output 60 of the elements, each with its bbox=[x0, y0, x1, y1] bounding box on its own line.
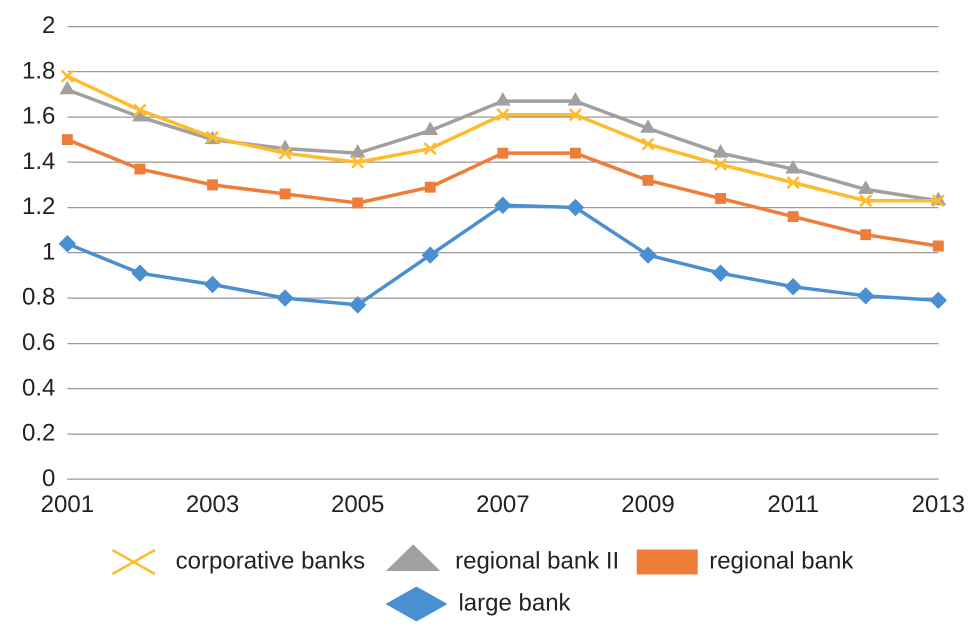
y-tick-label: 1.2 bbox=[22, 193, 56, 220]
x-tick-label: 2005 bbox=[330, 491, 384, 518]
point bbox=[786, 176, 800, 190]
point bbox=[639, 246, 656, 264]
point bbox=[207, 179, 218, 190]
x-tick-label: 2007 bbox=[476, 491, 530, 518]
y-tick-label: 0.2 bbox=[22, 420, 56, 447]
point bbox=[60, 69, 74, 84]
point bbox=[494, 196, 512, 214]
point bbox=[784, 278, 802, 296]
y-tick-label: 0 bbox=[42, 464, 56, 492]
point bbox=[350, 155, 365, 170]
point bbox=[642, 174, 654, 186]
y-tick-label: 0.6 bbox=[22, 328, 56, 356]
point bbox=[349, 296, 366, 314]
y-tick-label: 0.4 bbox=[22, 374, 56, 402]
point bbox=[930, 292, 947, 309]
point bbox=[423, 142, 438, 156]
x-tick-label: 2011 bbox=[767, 491, 819, 518]
point bbox=[788, 211, 799, 222]
y-tick-label: 1.6 bbox=[22, 102, 56, 130]
point bbox=[712, 264, 730, 282]
point bbox=[715, 193, 726, 204]
point bbox=[134, 164, 146, 174]
point bbox=[570, 148, 581, 159]
point bbox=[62, 134, 73, 146]
y-tick-label: 1.4 bbox=[22, 148, 56, 175]
legend-label: large bank bbox=[458, 590, 572, 617]
point bbox=[496, 108, 510, 122]
point bbox=[278, 146, 292, 160]
point bbox=[131, 264, 148, 282]
point bbox=[58, 235, 76, 252]
y-tick-label: 1 bbox=[42, 238, 56, 266]
point bbox=[566, 199, 584, 216]
point bbox=[932, 240, 944, 252]
y-tick-label: 2 bbox=[42, 12, 56, 40]
point bbox=[133, 103, 147, 118]
point bbox=[568, 108, 582, 122]
x-tick-label: 2001 bbox=[40, 491, 94, 518]
point bbox=[352, 198, 364, 208]
point bbox=[860, 229, 872, 240]
x-tick-label: 2013 bbox=[912, 491, 965, 518]
point bbox=[714, 158, 728, 172]
point bbox=[280, 188, 291, 200]
point bbox=[204, 276, 222, 293]
point bbox=[931, 194, 946, 208]
legend-label: regional bank II bbox=[455, 548, 620, 575]
x-tick-label: 2009 bbox=[621, 491, 675, 518]
point bbox=[641, 137, 655, 152]
legend-label: corporative banks bbox=[176, 548, 366, 575]
point bbox=[276, 290, 294, 307]
point bbox=[424, 182, 436, 193]
point bbox=[858, 194, 873, 208]
point bbox=[422, 246, 439, 264]
point bbox=[497, 148, 508, 159]
y-tick-label: 1.8 bbox=[22, 57, 56, 84]
y-tick-label: 0.8 bbox=[22, 284, 56, 311]
point bbox=[857, 287, 874, 304]
legend-label: regional bank bbox=[709, 548, 854, 575]
x-tick-label: 2003 bbox=[186, 491, 240, 518]
